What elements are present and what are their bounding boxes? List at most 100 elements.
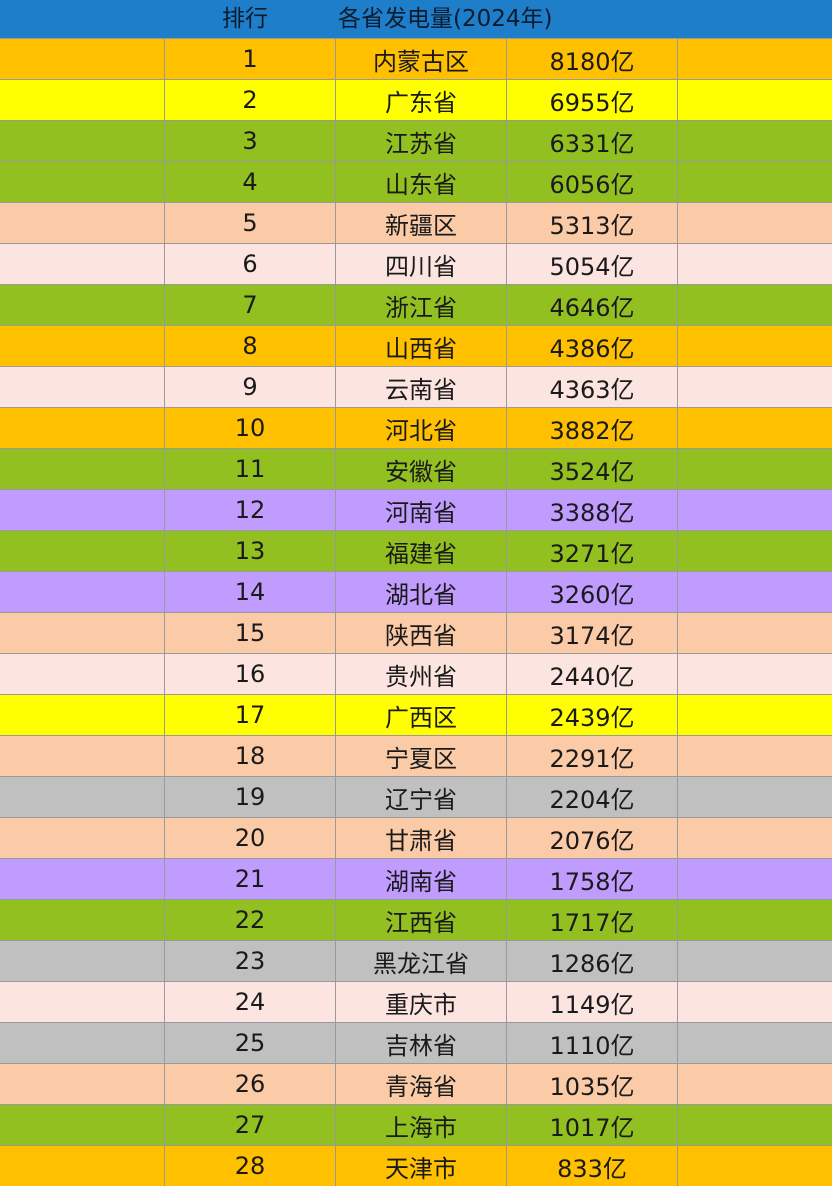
row-edge-right [678, 1146, 832, 1186]
rank-cell: 1 [165, 39, 336, 80]
row-edge-left [0, 367, 165, 408]
value-cell: 3271亿 [507, 531, 678, 572]
row-edge-left [0, 1146, 165, 1186]
row-edge-right [678, 162, 832, 203]
value-cell: 3174亿 [507, 613, 678, 654]
province-cell: 吉林省 [336, 1023, 507, 1064]
rank-cell: 8 [165, 326, 336, 367]
rank-cell: 6 [165, 244, 336, 285]
value-cell: 3524亿 [507, 449, 678, 490]
value-cell: 4363亿 [507, 367, 678, 408]
province-cell: 河北省 [336, 408, 507, 449]
province-cell: 江西省 [336, 900, 507, 941]
row-edge-right [678, 572, 832, 613]
row-edge-left [0, 285, 165, 326]
row-edge-left [0, 736, 165, 777]
rank-cell: 5 [165, 203, 336, 244]
row-edge-right [678, 736, 832, 777]
rank-cell: 24 [165, 982, 336, 1023]
rank-cell: 13 [165, 531, 336, 572]
row-edge-right [678, 859, 832, 900]
province-cell: 重庆市 [336, 982, 507, 1023]
province-cell: 宁夏区 [336, 736, 507, 777]
value-cell: 5313亿 [507, 203, 678, 244]
row-edge-right [678, 695, 832, 736]
province-cell: 湖北省 [336, 572, 507, 613]
province-cell: 山西省 [336, 326, 507, 367]
province-cell: 上海市 [336, 1105, 507, 1146]
province-cell: 天津市 [336, 1146, 507, 1186]
rank-cell: 28 [165, 1146, 336, 1186]
row-edge-right [678, 490, 832, 531]
row-edge-right [678, 80, 832, 121]
rank-cell: 25 [165, 1023, 336, 1064]
value-cell: 2076亿 [507, 818, 678, 859]
row-edge-right [678, 367, 832, 408]
province-cell: 湖南省 [336, 859, 507, 900]
province-cell: 甘肃省 [336, 818, 507, 859]
province-cell: 青海省 [336, 1064, 507, 1105]
row-edge-right [678, 982, 832, 1023]
row-edge-right [678, 818, 832, 859]
row-edge-left [0, 408, 165, 449]
rank-cell: 3 [165, 121, 336, 162]
province-cell: 新疆区 [336, 203, 507, 244]
value-cell: 1035亿 [507, 1064, 678, 1105]
row-edge-left [0, 654, 165, 695]
row-edge-left [0, 326, 165, 367]
rank-cell: 19 [165, 777, 336, 818]
rank-cell: 15 [165, 613, 336, 654]
row-edge-right [678, 1064, 832, 1105]
rank-cell: 22 [165, 900, 336, 941]
value-cell: 2440亿 [507, 654, 678, 695]
row-edge-left [0, 39, 165, 80]
row-edge-left [0, 818, 165, 859]
value-cell: 6331亿 [507, 121, 678, 162]
value-cell: 3882亿 [507, 408, 678, 449]
value-cell: 6955亿 [507, 80, 678, 121]
value-cell: 1758亿 [507, 859, 678, 900]
value-cell: 4386亿 [507, 326, 678, 367]
province-cell: 黑龙江省 [336, 941, 507, 982]
rank-cell: 21 [165, 859, 336, 900]
rank-cell: 16 [165, 654, 336, 695]
province-cell: 河南省 [336, 490, 507, 531]
row-edge-left [0, 531, 165, 572]
rank-cell: 10 [165, 408, 336, 449]
rank-cell: 9 [165, 367, 336, 408]
row-edge-right [678, 613, 832, 654]
row-edge-right [678, 449, 832, 490]
value-cell: 1149亿 [507, 982, 678, 1023]
rank-cell: 14 [165, 572, 336, 613]
row-edge-left [0, 490, 165, 531]
value-cell: 2204亿 [507, 777, 678, 818]
row-edge-left [0, 121, 165, 162]
rank-cell: 4 [165, 162, 336, 203]
value-cell: 3260亿 [507, 572, 678, 613]
row-edge-left [0, 613, 165, 654]
value-cell: 8180亿 [507, 39, 678, 80]
row-edge-left [0, 982, 165, 1023]
value-cell: 4646亿 [507, 285, 678, 326]
value-cell: 3388亿 [507, 490, 678, 531]
row-edge-left [0, 572, 165, 613]
province-cell: 广西区 [336, 695, 507, 736]
page-title: 各省发电量(2024年) [338, 0, 552, 38]
